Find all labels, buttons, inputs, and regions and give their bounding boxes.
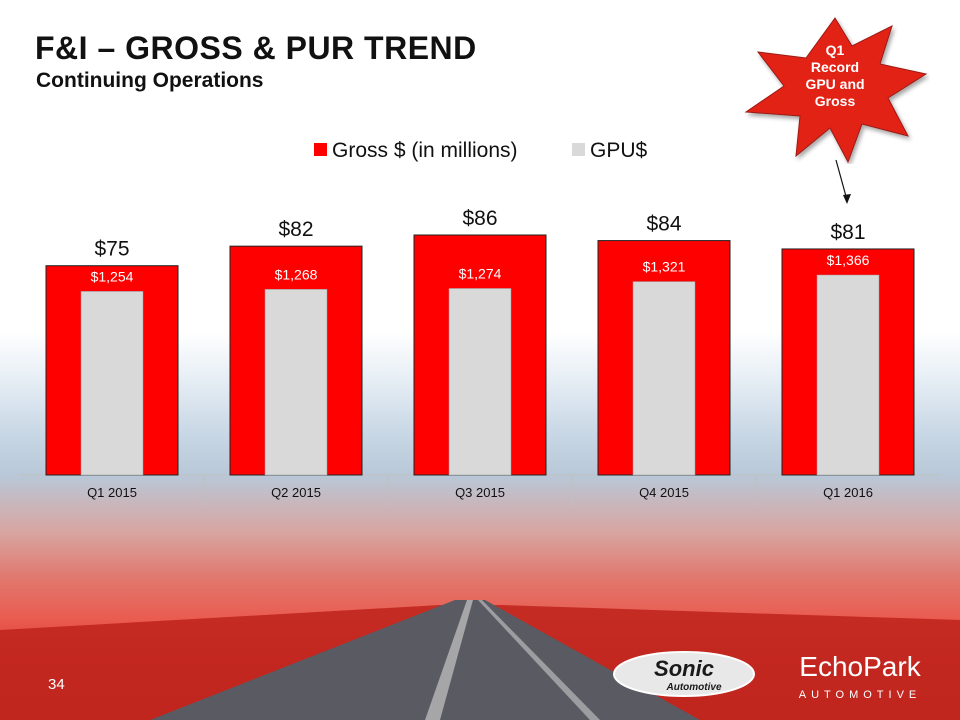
legend-swatch-gross — [314, 143, 327, 156]
sonic-automotive-logo: Sonic Automotive — [613, 651, 755, 697]
gpu-bar — [816, 274, 880, 476]
x-tick-label: Q1 2015 — [87, 485, 137, 500]
x-tick-label: Q2 2015 — [271, 485, 321, 500]
callout-line: GPU and — [805, 76, 865, 92]
gross-data-label: $84 — [646, 213, 681, 236]
page-subtitle: Continuing Operations — [36, 69, 264, 92]
gpu-data-label: $1,321 — [643, 259, 686, 275]
callout-arrow — [835, 159, 848, 201]
x-tick-label: Q3 2015 — [455, 485, 505, 500]
gpu-bar — [264, 289, 328, 476]
gross-gpu-bar-chart: Gross $ (in millions) GPU$ $75 $1,254 Q1 2… — [20, 139, 940, 505]
gpu-data-label: $1,274 — [459, 265, 502, 281]
chart-legend: Gross $ (in millions) GPU$ — [314, 139, 648, 162]
page-number: 34 — [48, 676, 65, 693]
gross-data-label: $86 — [462, 207, 497, 230]
callout-line: Gross — [814, 93, 856, 109]
legend-label-gross: Gross $ (in millions) — [332, 139, 518, 162]
svg-text:Sonic: Sonic — [654, 656, 714, 681]
gross-data-label: $82 — [278, 218, 313, 241]
callout-line: Q1 — [825, 42, 845, 58]
record-starburst-icon — [744, 17, 928, 164]
plot-area: $75 $1,254 Q1 2015 $82 $1,268 Q2 2015 $86 $1,27… — [20, 207, 940, 505]
callout-line: Record — [810, 59, 860, 75]
echopark-automotive-logo: EchoPark AUTOMOTIVE — [799, 651, 922, 701]
gpu-data-label: $1,254 — [91, 268, 134, 284]
gross-data-label: $81 — [830, 221, 865, 244]
legend-swatch-gpu — [572, 143, 585, 156]
x-tick-label: Q4 2015 — [639, 485, 689, 500]
x-tick-label: Q1 2016 — [823, 485, 873, 500]
gpu-bar — [448, 288, 512, 476]
svg-text:AUTOMOTIVE: AUTOMOTIVE — [799, 689, 922, 701]
gpu-data-label: $1,366 — [827, 252, 870, 268]
gpu-bar — [80, 291, 144, 476]
svg-text:Automotive: Automotive — [666, 682, 722, 693]
legend-label-gpu: GPU$ — [590, 139, 648, 162]
gross-data-label: $75 — [94, 238, 129, 261]
svg-text:EchoPark: EchoPark — [799, 651, 921, 682]
page-title: F&I – GROSS & PUR TREND — [35, 30, 477, 66]
gpu-data-label: $1,268 — [275, 266, 318, 282]
gpu-bar — [632, 281, 696, 476]
callout-arrowhead-icon — [843, 194, 851, 204]
record-callout: Q1 Record GPU and Gross — [780, 42, 890, 110]
